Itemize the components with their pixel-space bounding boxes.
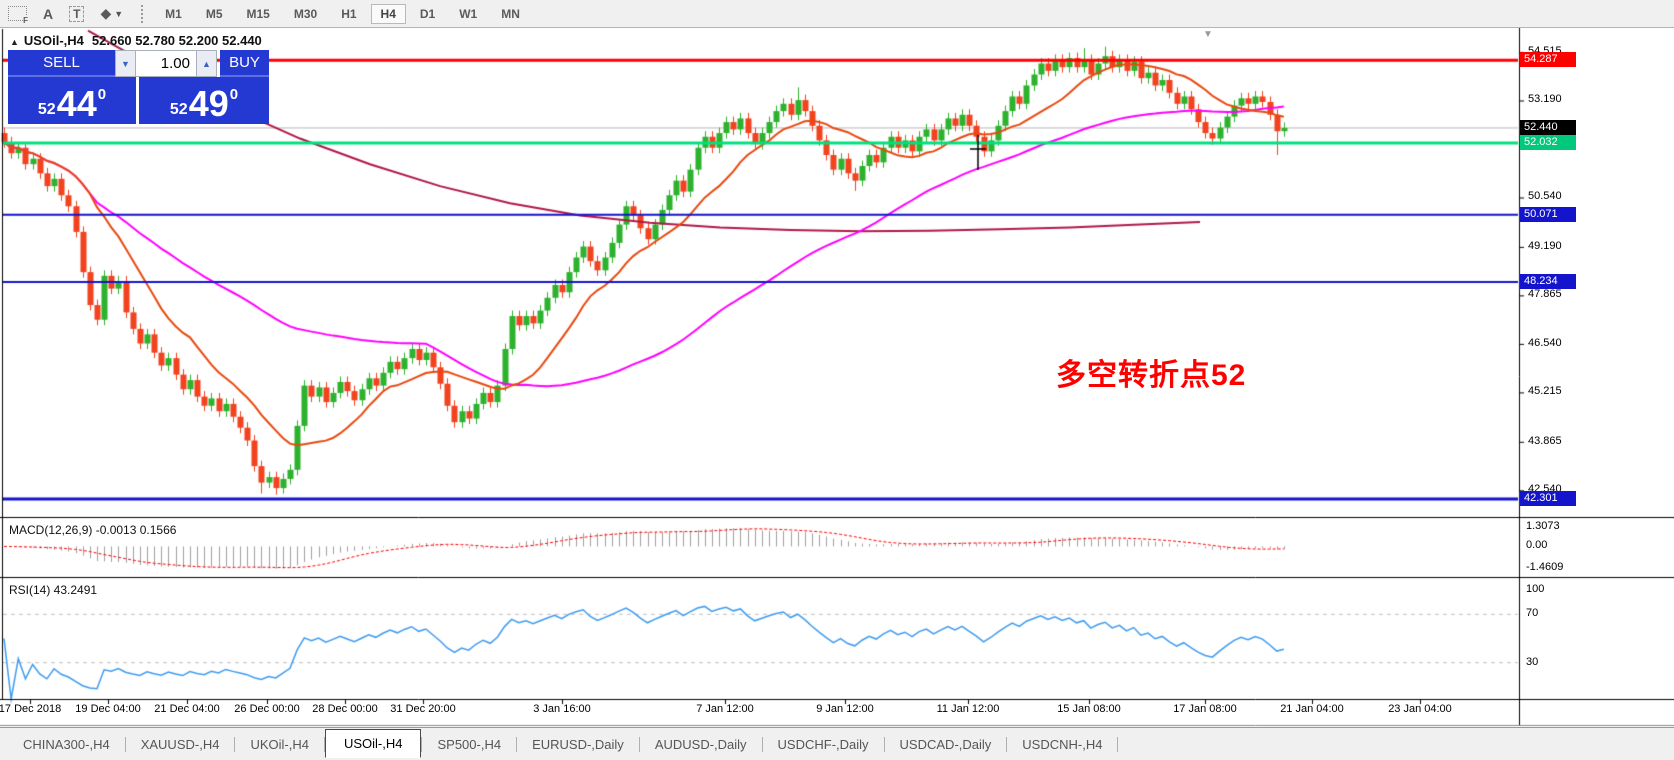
price-badge: 54.287 (1520, 52, 1576, 68)
time-label: 15 Jan 08:00 (1057, 703, 1121, 715)
toolbar: F A T ◆ ▼ M1 M5 M15 M30 H1 H4 D1 W1 MN (0, 0, 1674, 28)
tab-separator (234, 736, 236, 752)
symbol-tab-ukoilh4[interactable]: UKOil-,H4 (250, 736, 309, 752)
timeframe-mn[interactable]: MN (501, 6, 520, 21)
time-label: 17 Dec 2018 (0, 703, 62, 715)
chart-canvas[interactable] (0, 28, 1674, 760)
timeframe-w1[interactable]: W1 (459, 6, 478, 21)
collapse-triangle-icon[interactable]: ▲ (10, 37, 19, 47)
buy-price-big: 49 (188, 83, 229, 125)
price-tick-label: 50.540 (1528, 190, 1562, 203)
timeframe-m30[interactable]: M30 (293, 6, 318, 21)
tab-separator (421, 736, 423, 752)
buy-price-prefix: 52 (169, 101, 188, 118)
text-tool-icon[interactable]: T (69, 5, 85, 22)
time-label: 23 Jan 04:00 (1388, 703, 1452, 715)
volume-decrease-button[interactable]: ▼ (115, 50, 136, 77)
price-badge: 50.071 (1520, 206, 1576, 222)
chart-tab-bar: CHINA300-,H4 XAUUSD-,H4 UKOil-,H4 USOil-,H4… (0, 727, 1674, 760)
price-badge: 52.032 (1520, 134, 1576, 150)
timeframe-m15[interactable]: M15 (246, 6, 270, 21)
timeframe-m5[interactable]: M5 (205, 6, 223, 21)
symbol-tab-usoilh4[interactable]: USOil-,H4 (324, 728, 422, 758)
timeframe-buttons: M1 M5 M15 M30 H1 H4 D1 W1 MN (153, 3, 532, 24)
sell-button[interactable]: SELL (8, 50, 115, 77)
sell-price-prefix: 52 (37, 101, 56, 118)
rsi-scale-label: 70 (1526, 607, 1539, 620)
tab-separator (124, 736, 126, 752)
price-tick-label: 53.190 (1528, 93, 1562, 106)
buy-quote[interactable]: 52 49 0 (139, 77, 269, 124)
tab-separator (883, 736, 885, 752)
symbol-tab-eurusddaily[interactable]: EURUSD-,Daily (532, 736, 624, 752)
time-label: 9 Jan 12:00 (816, 703, 874, 715)
time-label: 28 Dec 00:00 (312, 703, 378, 715)
time-label: 7 Jan 12:00 (696, 703, 754, 715)
time-label: 3 Jan 16:00 (533, 703, 591, 715)
sell-price-big: 44 (56, 83, 97, 125)
price-badge: 42.301 (1520, 491, 1576, 507)
chart-shift-marker-icon[interactable]: ▼ (1203, 29, 1213, 40)
tab-separator (1006, 736, 1008, 752)
rsi-label: RSI(14) 43.2491 (9, 583, 98, 597)
price-tick-label: 49.190 (1528, 239, 1562, 252)
ohlc-readout: 52.660 52.780 52.200 52.440 (91, 33, 262, 48)
chevron-down-icon: ▼ (114, 8, 124, 19)
tab-separator (761, 736, 763, 752)
timeframe-d1[interactable]: D1 (419, 6, 436, 21)
symbol-tab-audusddaily[interactable]: AUDUSD-,Daily (654, 736, 747, 752)
letter-a-icon[interactable]: A (43, 5, 54, 22)
symbol-tab-usdcnhh4[interactable]: USDCNH-,H4 (1022, 736, 1103, 752)
buy-price-sup: 0 (229, 86, 239, 103)
time-label: 11 Jan 12:00 (936, 703, 1000, 715)
one-click-trading-panel: SELL ▼ 1.00 ▲ BUY 52 44 0 52 49 0 (8, 50, 269, 124)
toolbar-grip[interactable] (141, 4, 147, 23)
grid-f-icon[interactable]: F (8, 6, 28, 25)
volume-increase-button[interactable]: ▲ (196, 50, 217, 77)
sell-price-sup: 0 (97, 86, 107, 103)
symbol-tab-china300h4[interactable]: CHINA300-,H4 (23, 736, 110, 752)
text-annotation: 多空转折点52 (1056, 359, 1247, 392)
tab-separator (638, 736, 640, 752)
sell-quote[interactable]: 52 44 0 (8, 77, 136, 124)
rsi-scale-label: 100 (1526, 583, 1545, 595)
price-tick-label: 46.540 (1528, 336, 1562, 349)
price-badge: 52.440 (1520, 119, 1576, 135)
macd-scale-label: 1.3073 (1526, 520, 1560, 533)
chart-title: ▲ USOil-,H4 52.660 52.780 52.200 52.440 (10, 33, 262, 48)
time-label: 19 Dec 04:00 (75, 703, 141, 715)
symbol-timeframe: USOil-,H4 (23, 33, 84, 48)
price-badge: 48.234 (1520, 273, 1576, 289)
tab-separator (516, 736, 518, 752)
time-label: 21 Jan 04:00 (1280, 703, 1344, 715)
macd-label: MACD(12,26,9) -0.0013 0.1566 (9, 523, 177, 537)
tab-separator (323, 736, 325, 752)
rsi-scale-label: 30 (1526, 655, 1539, 668)
price-tick-label: 47.865 (1528, 288, 1562, 301)
symbol-tab-sp500h4[interactable]: SP500-,H4 (437, 736, 502, 752)
price-tick-label: 43.865 (1528, 434, 1562, 447)
time-label: 17 Jan 08:00 (1173, 703, 1237, 715)
objects-dropdown-icon[interactable]: ◆ ▼ (100, 5, 124, 21)
time-label: 26 Dec 00:00 (234, 703, 300, 715)
symbol-tab-xauusdh4[interactable]: XAUUSD-,H4 (140, 736, 220, 752)
buy-button[interactable]: BUY (220, 50, 269, 77)
volume-input[interactable]: 1.00 (136, 50, 196, 77)
symbol-tab-usdcaddaily[interactable]: USDCAD-,Daily (899, 736, 992, 752)
time-label: 31 Dec 20:00 (390, 703, 456, 715)
tab-separator (1117, 736, 1119, 752)
time-label: 21 Dec 04:00 (154, 703, 220, 715)
price-tick-label: 45.215 (1528, 385, 1562, 398)
symbol-tab-usdchfdaily[interactable]: USDCHF-,Daily (777, 736, 869, 752)
macd-scale-label: 0.00 (1526, 539, 1548, 552)
timeframe-h1[interactable]: H1 (341, 6, 357, 21)
timeframe-m1[interactable]: M1 (165, 6, 182, 21)
macd-scale-label: -1.4609 (1526, 561, 1564, 574)
timeframe-h4[interactable]: H4 (370, 3, 406, 24)
